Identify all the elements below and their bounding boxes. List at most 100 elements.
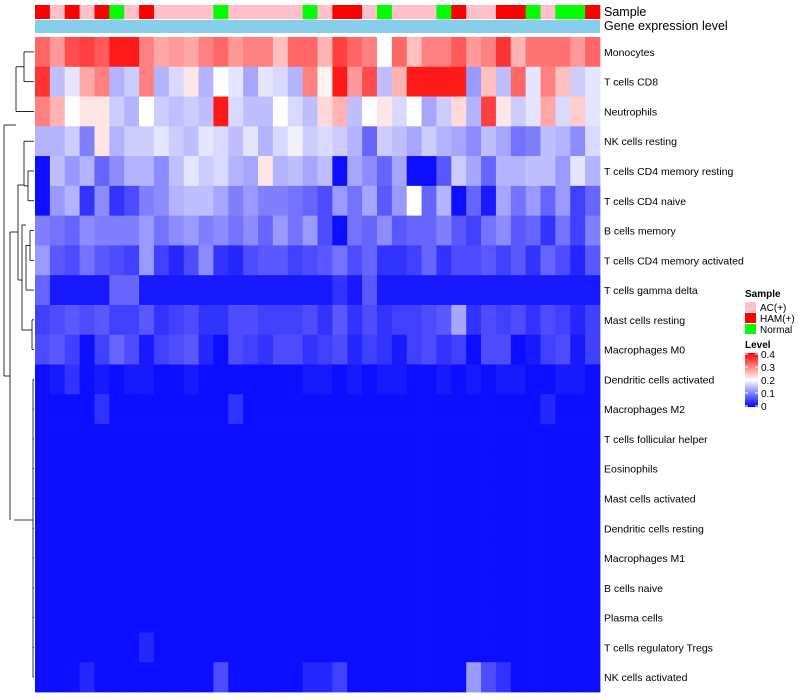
heatmap-cell xyxy=(317,602,333,633)
heatmap-cell xyxy=(391,96,408,127)
sample-annotation-cell xyxy=(139,5,155,19)
heatmap-cell xyxy=(585,364,601,395)
heatmap-cell xyxy=(585,304,601,336)
heatmap-cell xyxy=(436,632,452,663)
heatmap-cell xyxy=(406,96,422,127)
heatmap-cell xyxy=(272,126,289,157)
sample-annotation-cell xyxy=(153,5,170,19)
heatmap-cell xyxy=(153,334,170,365)
sample-annotation-cell xyxy=(436,5,452,19)
heatmap-cell xyxy=(466,602,482,633)
heatmap-cell xyxy=(35,66,51,97)
heatmap-cell xyxy=(287,453,304,484)
heatmap-cell xyxy=(585,96,601,127)
heatmap-cell xyxy=(153,602,170,633)
heatmap-cell xyxy=(109,364,125,395)
heatmap-cell xyxy=(362,37,378,68)
heatmap-cell xyxy=(109,632,125,663)
heatmap-cell xyxy=(347,543,363,574)
heatmap-cell xyxy=(362,96,378,127)
heatmap-cell xyxy=(124,215,140,246)
heatmap-cell xyxy=(64,304,81,336)
heatmap-cell xyxy=(243,126,259,157)
heatmap-cell xyxy=(362,572,378,604)
heatmap-cell xyxy=(198,513,214,544)
heatmap-cell xyxy=(272,632,289,663)
heatmap-cell xyxy=(495,572,512,604)
heatmap-cell xyxy=(362,185,378,217)
heatmap-cell xyxy=(391,37,408,68)
heatmap-cell xyxy=(287,602,304,633)
heatmap-cell xyxy=(272,334,289,365)
heatmap-cell xyxy=(570,572,586,604)
heatmap-cell xyxy=(362,513,378,544)
heatmap-cell xyxy=(481,66,497,97)
heatmap-cell xyxy=(436,572,452,604)
heatmap-cell xyxy=(183,215,199,246)
heatmap-cell xyxy=(272,453,289,484)
heatmap-cell xyxy=(258,156,274,187)
heatmap-cell xyxy=(436,424,452,455)
heatmap-cell xyxy=(525,304,541,336)
heatmap-cell xyxy=(258,662,274,693)
heatmap-cell xyxy=(555,37,571,68)
heatmap-cell xyxy=(153,215,170,246)
heatmap-cell xyxy=(213,483,229,514)
heatmap-cell xyxy=(168,632,185,663)
heatmap-cell xyxy=(79,245,95,276)
heatmap-cell xyxy=(302,483,318,514)
heatmap-cell xyxy=(35,304,51,336)
heatmap-cell xyxy=(451,334,467,365)
level-tick-label: 0.1 xyxy=(761,389,775,400)
heatmap-cell xyxy=(347,364,363,395)
heatmap-cell xyxy=(183,275,199,306)
heatmap-cell xyxy=(228,37,244,68)
heatmap-cell xyxy=(258,394,274,425)
heatmap-cell xyxy=(49,424,66,455)
row-label: B cells memory xyxy=(604,226,677,238)
heatmap-cell xyxy=(272,572,289,604)
heatmap-cell xyxy=(525,572,541,604)
heatmap-cell xyxy=(555,424,571,455)
heatmap-cell xyxy=(228,66,244,97)
heatmap-cell xyxy=(495,483,512,514)
heatmap-cell xyxy=(406,215,422,246)
heatmap-cell xyxy=(94,394,110,425)
heatmap-cell xyxy=(139,215,155,246)
sample-annotation-cell xyxy=(362,5,378,19)
row-label: Neutrophils xyxy=(604,106,657,118)
heatmap-cell xyxy=(481,483,497,514)
row-label: Mast cells activated xyxy=(604,493,696,505)
heatmap-cell xyxy=(466,215,482,246)
heatmap-cell xyxy=(376,364,393,395)
heatmap-cell xyxy=(109,185,125,217)
heatmap-cell xyxy=(466,156,482,187)
heatmap-cell xyxy=(124,126,140,157)
heatmap-cell xyxy=(287,245,304,276)
heatmap-cell xyxy=(124,662,140,693)
heatmap-cell xyxy=(168,424,185,455)
heatmap-cell xyxy=(540,453,556,484)
heatmap-cell xyxy=(406,513,422,544)
heatmap-cell xyxy=(495,304,512,336)
heatmap-cell xyxy=(555,66,571,97)
heatmap-cell xyxy=(153,543,170,574)
sample-annotation-cell xyxy=(49,5,66,19)
heatmap-cell xyxy=(317,543,333,574)
heatmap-cell xyxy=(406,572,422,604)
heatmap-cell xyxy=(391,572,408,604)
heatmap-cell xyxy=(495,66,512,97)
heatmap-cell xyxy=(347,156,363,187)
heatmap-cell xyxy=(198,424,214,455)
heatmap-cell xyxy=(510,96,527,127)
heatmap-cell xyxy=(376,453,393,484)
heatmap-cell xyxy=(302,364,318,395)
heatmap-cell xyxy=(302,66,318,97)
heatmap-cell xyxy=(153,275,170,306)
heatmap-cell xyxy=(451,66,467,97)
heatmap-cell xyxy=(421,394,437,425)
heatmap-cell xyxy=(109,215,125,246)
heatmap-cell xyxy=(287,156,304,187)
heatmap-cell xyxy=(258,304,274,336)
heatmap-cell xyxy=(525,394,541,425)
